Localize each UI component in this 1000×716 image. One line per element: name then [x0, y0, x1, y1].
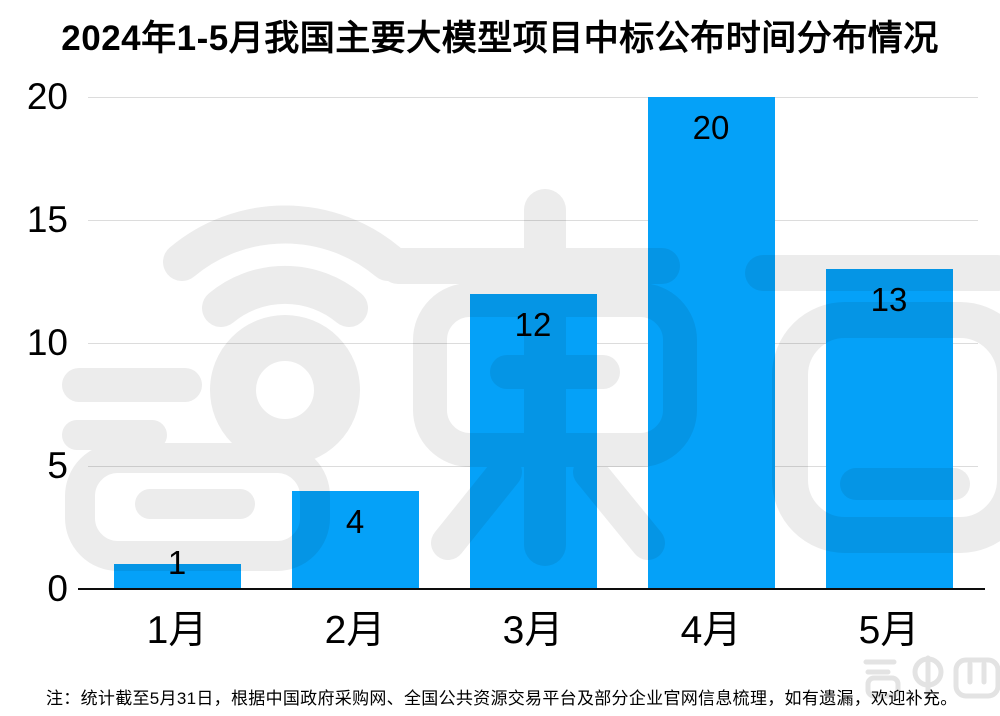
footnote: 注：统计截至5月31日，根据中国政府采购网、全国公共资源交易平台及部分企业官网信…	[46, 689, 958, 708]
bar-4月	[647, 97, 775, 589]
bar-value-label: 1	[167, 544, 187, 582]
bar-value-label: 12	[514, 305, 552, 343]
y-tick-label: 15	[26, 199, 68, 240]
y-tick-label: 10	[26, 322, 68, 363]
x-axis-label: 4月	[680, 609, 742, 652]
x-axis-label: 3月	[502, 609, 564, 652]
x-axis-line	[78, 588, 985, 590]
x-axis-label: 5月	[858, 609, 920, 652]
bar-value-label: 20	[692, 109, 730, 146]
gridline	[88, 220, 978, 221]
y-tick-label: 5	[47, 445, 68, 486]
bar-value-label: 13	[870, 281, 908, 319]
y-tick-label: 0	[47, 568, 68, 609]
gridline	[88, 97, 978, 98]
x-axis-label: 1月	[146, 609, 208, 652]
chart-title: 2024年1-5月我国主要大模型项目中标公布时间分布情况	[61, 19, 939, 58]
y-tick-label: 20	[26, 76, 68, 117]
bar-value-label: 4	[345, 502, 365, 540]
x-axis-label: 2月	[324, 609, 386, 652]
